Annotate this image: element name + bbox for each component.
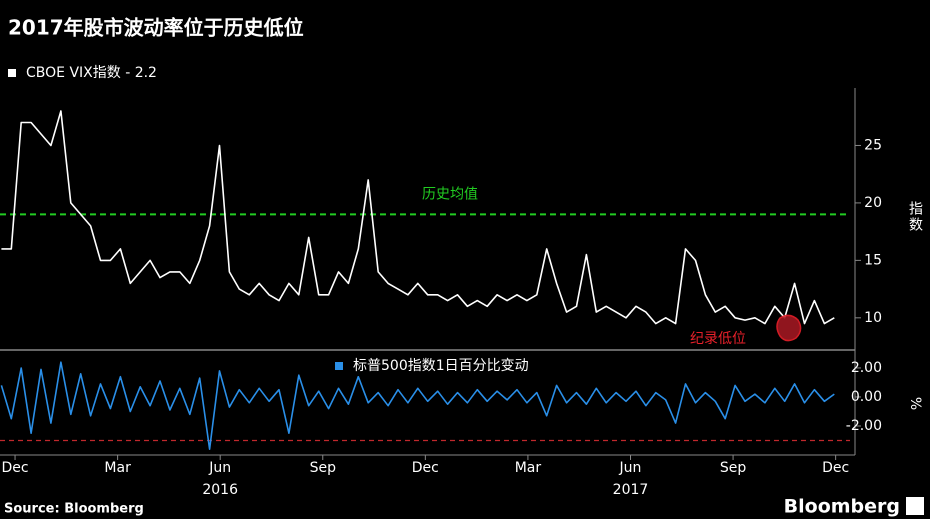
- series-line: [0, 361, 835, 450]
- y-axis-label: 指数: [907, 201, 923, 233]
- x-tick-label: Sep: [720, 460, 747, 476]
- x-tick-label: Sep: [310, 460, 337, 476]
- reference-label: 历史均值: [422, 186, 478, 202]
- legend-bg: [331, 356, 535, 376]
- series-line: [1, 110, 835, 325]
- x-tick-label: Mar: [104, 460, 131, 476]
- y-tick-label: 0.00: [851, 389, 882, 405]
- y-tick-label: 15: [864, 252, 882, 268]
- y-tick-label: 25: [864, 137, 882, 153]
- x-tick-label: Jun: [208, 460, 231, 476]
- annotation-label: 纪录低位: [690, 331, 746, 347]
- y-axis-label: %: [907, 397, 923, 410]
- year-label: 2017: [613, 482, 649, 498]
- source: Source: Bloomberg: [4, 502, 144, 517]
- y-tick-label: 2.00: [851, 360, 882, 376]
- annotation-marker: [776, 314, 802, 342]
- chart-title: 2017年股市波动率位于历史低位: [8, 16, 304, 40]
- logo-mark: [906, 497, 924, 515]
- legend-swatch: [8, 69, 16, 77]
- x-tick-label: Dec: [412, 460, 439, 476]
- legend-swatch: [335, 362, 343, 370]
- logo: Bloomberg: [784, 496, 900, 518]
- year-label: 2016: [202, 482, 238, 498]
- y-tick-label: -2.00: [846, 418, 882, 434]
- x-tick-label: Mar: [515, 460, 542, 476]
- x-tick-label: Jun: [619, 460, 642, 476]
- y-tick-label: 10: [864, 310, 882, 326]
- legend-label: CBOE VIX指数 - 2.2: [26, 65, 157, 81]
- y-tick-label: 20: [864, 195, 882, 211]
- legend-label: 标普500指数1日百分比变动: [353, 358, 529, 374]
- x-tick-label: Dec: [822, 460, 849, 476]
- x-tick-label: Dec: [1, 460, 28, 476]
